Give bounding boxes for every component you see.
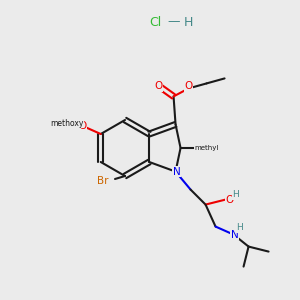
Text: —: —	[168, 16, 180, 28]
Text: methoxy: methoxy	[50, 118, 83, 127]
Text: Cl: Cl	[149, 16, 161, 28]
Text: N: N	[231, 230, 239, 240]
Text: O: O	[225, 195, 234, 205]
Text: H: H	[232, 190, 239, 199]
Text: O: O	[154, 81, 163, 92]
Text: methyl: methyl	[194, 145, 219, 151]
Text: O: O	[79, 121, 87, 131]
Text: N: N	[173, 167, 180, 177]
Text: O: O	[184, 81, 193, 92]
Text: H: H	[183, 16, 193, 28]
Text: Br: Br	[97, 176, 109, 186]
Text: H: H	[236, 223, 243, 232]
